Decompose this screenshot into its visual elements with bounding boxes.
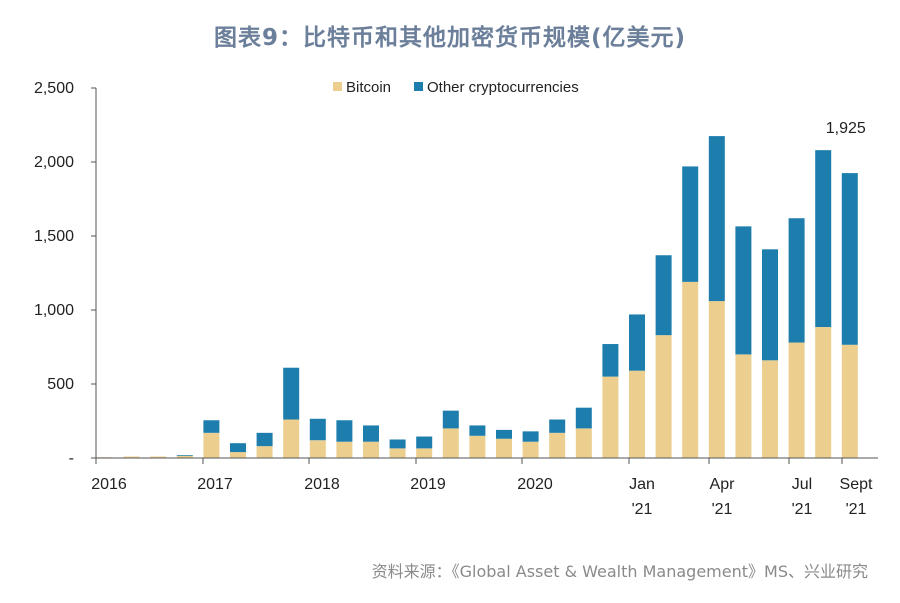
other-crypto-bar-segment [176, 455, 193, 456]
other-crypto-bar-segment [416, 436, 433, 449]
other-crypto-bar-segment [629, 314, 645, 371]
other-crypto-bar-segment [602, 344, 619, 377]
x-tick-label-year: '21 [632, 501, 653, 518]
y-tick-label: 1,500 [34, 228, 74, 245]
bitcoin-bar-segment [176, 455, 193, 458]
x-tick-label: 2017 [197, 476, 233, 493]
other-crypto-bar-segment [230, 443, 246, 453]
bitcoin-bar-segment [522, 441, 539, 458]
other-crypto-bar-segment [256, 432, 273, 447]
source-note: 资料来源：《Global Asset & Wealth Management》M… [371, 562, 868, 581]
x-tick-label-year: '21 [846, 501, 867, 518]
other-crypto-bar-segment [735, 226, 752, 355]
y-tick-label: 500 [47, 376, 74, 393]
bitcoin-bar-segment [469, 435, 486, 458]
other-crypto-bar-segment [203, 420, 220, 433]
other-crypto-bar-segment [522, 431, 539, 442]
x-tick-label: Jan [629, 476, 655, 493]
y-tick-label: 2,500 [34, 80, 74, 97]
bitcoin-bar-segment [575, 428, 592, 458]
bitcoin-bar-segment [150, 456, 167, 458]
y-axis: - 500 1,000 1,500 2,000 2,500 [34, 80, 97, 467]
other-crypto-bar-segment [815, 150, 832, 328]
x-tick-label: 2020 [517, 476, 553, 493]
x-tick-label: 2019 [410, 476, 446, 493]
other-crypto-bar-segment [788, 218, 805, 343]
bitcoin-bar-segment [735, 354, 752, 458]
other-crypto-bar-segment [762, 249, 778, 361]
other-crypto-bar-segment [841, 173, 858, 345]
bitcoin-bar-segment [123, 456, 140, 458]
legend-label-bitcoin: Bitcoin [346, 79, 391, 96]
other-crypto-bar-segment [708, 136, 725, 302]
other-crypto-bar-segment [283, 367, 300, 420]
bitcoin-bar-segment [363, 441, 379, 458]
bitcoin-bar-segment [416, 448, 433, 458]
bitcoin-bar-segment [841, 344, 858, 458]
bitcoin-bar-segment [496, 438, 512, 458]
legend-label-other: Other cryptocurrencies [427, 79, 579, 96]
legend: Bitcoin Other cryptocurrencies [333, 79, 579, 96]
bitcoin-bar-segment [442, 428, 459, 458]
bitcoin-bar-segment [549, 432, 566, 458]
other-crypto-bar-segment [496, 429, 512, 439]
x-tick-label: 2016 [91, 476, 127, 493]
bitcoin-bar-segment [256, 446, 273, 458]
bitcoin-bar-segment [389, 448, 406, 458]
other-crypto-bar-segment [682, 166, 699, 282]
x-tick-label: Jul [792, 476, 812, 493]
other-crypto-bar-segment [549, 419, 566, 433]
bitcoin-bar-segment [815, 327, 832, 458]
x-tick-label: 2018 [304, 476, 340, 493]
y-tick-label: - [69, 450, 74, 467]
bitcoin-bar-segment [708, 301, 725, 458]
total-data-label: 1,925 [826, 120, 866, 137]
other-crypto-bar-segment [442, 410, 459, 429]
other-crypto-bar-segment [336, 420, 353, 442]
bitcoin-bar-segment [336, 441, 353, 458]
other-crypto-bar-segment [655, 255, 672, 336]
other-crypto-bar-segment [309, 418, 326, 441]
bitcoin-bar-segment [283, 419, 300, 458]
other-crypto-bar-segment [575, 407, 592, 429]
bitcoin-bar-segment [629, 370, 645, 458]
other-crypto-bar-segment [363, 425, 379, 442]
annotations: 1,925 [826, 120, 866, 137]
bitcoin-bar-segment [788, 342, 805, 458]
bitcoin-bar-segment [309, 440, 326, 458]
other-crypto-bar-segment [469, 425, 486, 436]
bitcoin-bar-segment [655, 335, 672, 458]
legend-swatch-other [414, 82, 423, 91]
bitcoin-bar-segment [230, 452, 246, 458]
x-axis: 2016 2017 2018 2019 2020 Jan '21 Apr '21 Jul '21 Se… [91, 457, 878, 518]
bitcoin-bar-segment [602, 376, 619, 458]
bars [97, 136, 858, 458]
y-tick-label: 1,000 [34, 302, 74, 319]
legend-swatch-bitcoin [333, 82, 342, 91]
x-tick-label: Sept [840, 476, 873, 493]
bitcoin-bar-segment [762, 360, 778, 458]
bitcoin-bar-segment [203, 432, 220, 458]
x-tick-label: Apr [710, 476, 736, 493]
other-crypto-bar-segment [389, 439, 406, 449]
x-tick-label-year: '21 [712, 501, 733, 518]
bitcoin-bar-segment [682, 281, 699, 458]
y-tick-label: 2,000 [34, 154, 74, 171]
chart-title: 图表9：比特币和其他加密货币规模(亿美元) [213, 25, 687, 51]
x-tick-label-year: '21 [792, 501, 813, 518]
